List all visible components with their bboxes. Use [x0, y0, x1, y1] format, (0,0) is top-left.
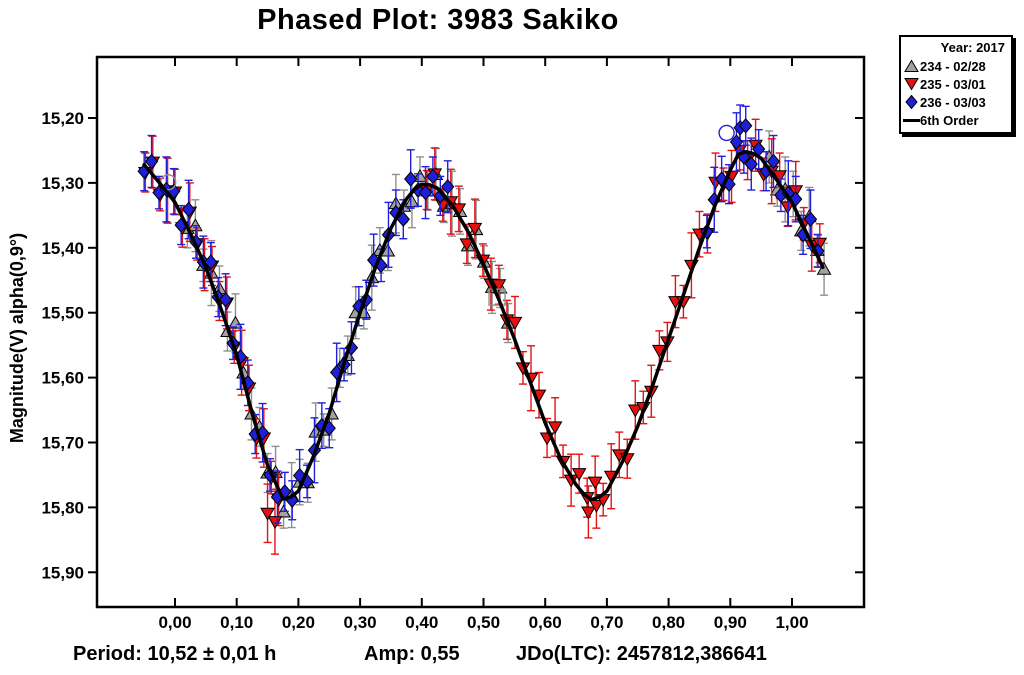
svg-text:15,40: 15,40 — [41, 239, 84, 258]
legend-year-header: Year: 2017 — [940, 40, 1005, 55]
legend-item-session-235: 235 - 03/01 — [903, 75, 1010, 93]
svg-text:15,30: 15,30 — [41, 174, 84, 193]
svg-text:15,60: 15,60 — [41, 369, 84, 388]
legend-item-label: 235 - 03/01 — [920, 76, 986, 92]
svg-text:15,20: 15,20 — [41, 109, 84, 128]
gray-triangle-up-icon — [903, 59, 920, 73]
svg-text:0,80: 0,80 — [652, 613, 685, 632]
legend-item-label: 234 - 02/28 — [920, 58, 986, 74]
blue-diamond-icon — [903, 95, 920, 109]
period-text: Period: 10,52 ± 0,01 h — [73, 643, 277, 665]
svg-text:15,70: 15,70 — [41, 434, 84, 453]
legend-item-label: 236 - 03/03 — [920, 94, 986, 110]
fit-line-icon — [903, 118, 920, 122]
legend-item-label: 6th Order — [920, 112, 979, 128]
svg-text:15,90: 15,90 — [41, 563, 84, 582]
svg-text:15,80: 15,80 — [41, 498, 84, 517]
svg-text:0,20: 0,20 — [282, 613, 315, 632]
legend: Year: 2017 234 - 02/28 235 - 03/01 236 -… — [899, 35, 1013, 134]
jdo-text: JDo(LTC): 2457812,386641 — [516, 643, 767, 665]
legend-item-fit: 6th Order — [903, 111, 1010, 129]
svg-text:0,10: 0,10 — [220, 613, 253, 632]
svg-text:1,00: 1,00 — [775, 613, 808, 632]
svg-text:15,50: 15,50 — [41, 304, 84, 323]
legend-item-session-234: 234 - 02/28 — [903, 57, 1010, 75]
legend-item-session-236: 236 - 03/03 — [903, 93, 1010, 111]
svg-text:0,00: 0,00 — [158, 613, 191, 632]
svg-text:0,70: 0,70 — [590, 613, 623, 632]
amplitude-text: Amp: 0,55 — [364, 643, 460, 665]
svg-text:0,90: 0,90 — [714, 613, 747, 632]
page-title: Phased Plot: 3983 Sakiko — [257, 4, 619, 36]
svg-text:0,30: 0,30 — [344, 613, 377, 632]
svg-text:0,60: 0,60 — [529, 613, 562, 632]
red-triangle-down-icon — [903, 77, 920, 91]
svg-text:0,50: 0,50 — [467, 613, 500, 632]
svg-text:0,40: 0,40 — [405, 613, 438, 632]
